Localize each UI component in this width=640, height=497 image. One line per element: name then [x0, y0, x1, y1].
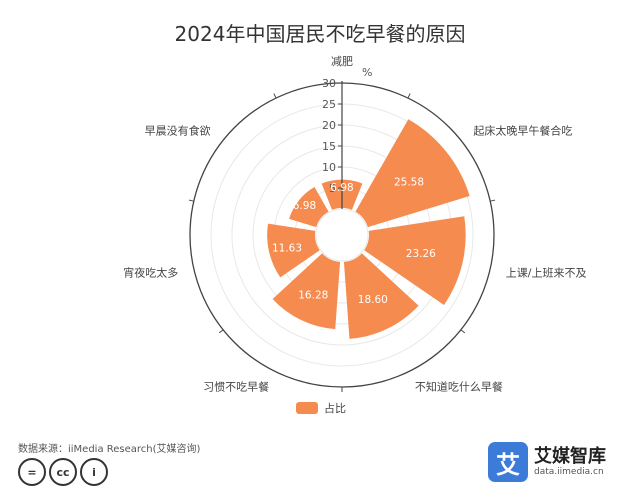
category-label-0: 减肥: [331, 55, 353, 68]
source-text: 数据来源：iiMedia Research(艾媒咨询): [18, 444, 201, 455]
value-label-1: 25.58: [394, 177, 424, 189]
chart-title: 2024年中国居民不吃早餐的原因: [174, 22, 466, 46]
value-label-6: 6.98: [293, 200, 316, 212]
legend-label: 占比: [324, 402, 346, 415]
bar-1[interactable]: [355, 119, 470, 228]
equals-icon: =: [18, 458, 46, 486]
unit-label: %: [362, 66, 372, 79]
category-label-6: 早晨没有食欲: [145, 123, 211, 137]
bar-3[interactable]: [343, 253, 419, 339]
legend[interactable]: 占比: [296, 400, 346, 416]
brand-logo: 艾 艾媒智库 data.iimedia.cn: [488, 442, 606, 482]
bar-5[interactable]: [267, 223, 320, 278]
cc-icon: cc: [49, 458, 77, 486]
radial-tick-10: 10: [322, 161, 336, 174]
category-label-5: 宵夜吃太多: [123, 265, 178, 279]
person-icon: i: [80, 458, 108, 486]
inner-ring: [315, 208, 369, 262]
outer-tick: [273, 93, 277, 99]
brand-mark-icon: 艾: [488, 442, 528, 482]
value-label-4: 16.28: [298, 290, 328, 302]
bar-2[interactable]: [364, 216, 466, 305]
radial-tick-25: 25: [322, 98, 336, 111]
outer-tick: [407, 93, 411, 99]
bar-6[interactable]: [289, 187, 329, 228]
outer-tick: [218, 329, 224, 334]
category-label-2: 上课/上班来不及: [506, 266, 587, 279]
radial-tick-5: 5: [329, 182, 336, 195]
legend-swatch: [296, 402, 318, 414]
category-label-3: 不知道吃什么早餐: [415, 379, 503, 393]
value-label-3: 18.60: [358, 294, 388, 306]
value-label-5: 11.63: [272, 243, 302, 255]
radial-tick-30: 30: [322, 77, 336, 90]
bar-4[interactable]: [272, 253, 341, 330]
brand-name: 艾媒智库: [534, 446, 606, 467]
radial-tick-15: 15: [322, 140, 336, 153]
radial-tick-20: 20: [322, 119, 336, 132]
value-label-0: 6.98: [330, 182, 353, 194]
outer-tick: [188, 199, 194, 202]
outer-tick: [460, 329, 466, 334]
value-label-2: 23.26: [406, 248, 436, 260]
license-icons: = cc i: [18, 458, 108, 486]
brand-url: data.iimedia.cn: [534, 467, 604, 477]
category-label-1: 起床太晚早午餐合吃: [473, 123, 572, 137]
category-label-4: 习惯不吃早餐: [203, 379, 269, 393]
outer-tick: [490, 199, 496, 202]
